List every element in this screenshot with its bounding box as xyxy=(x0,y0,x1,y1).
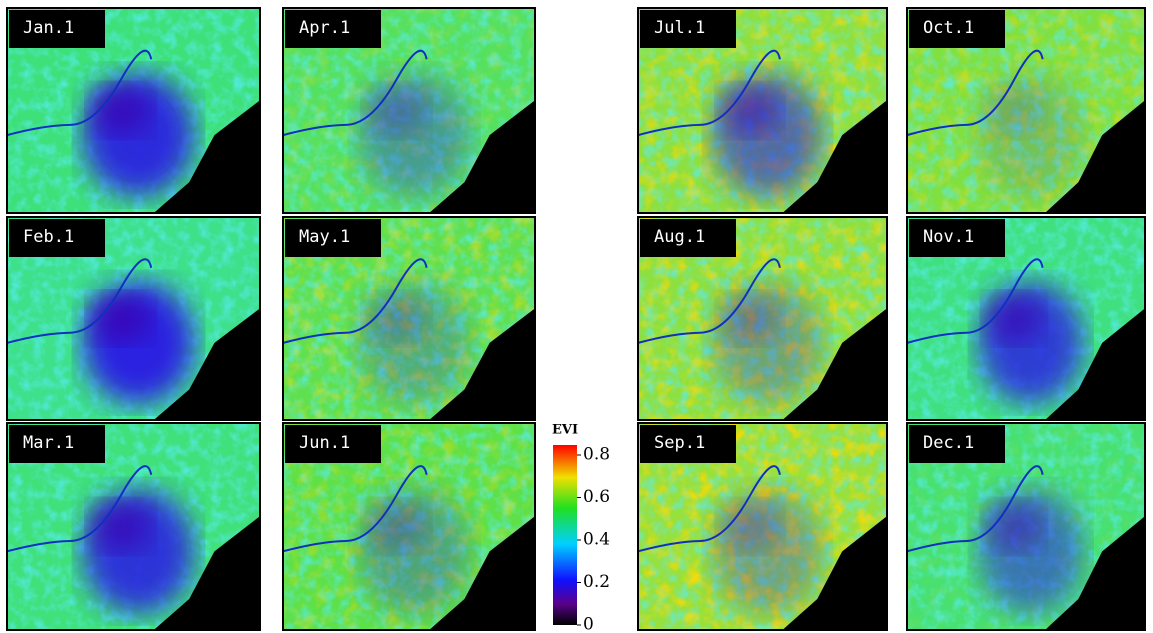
colorbar-tick-label: 0.6 xyxy=(583,487,610,507)
map-frame xyxy=(6,7,261,214)
map-lowland xyxy=(90,294,152,343)
panel-label: Feb.1 xyxy=(23,227,74,247)
map-frame xyxy=(906,7,1146,214)
label-box xyxy=(285,10,381,48)
label-box xyxy=(9,425,105,463)
label-box xyxy=(640,10,736,48)
label-box xyxy=(909,425,1005,463)
colorbar-tick-label: 0 xyxy=(583,615,594,633)
label-box xyxy=(285,219,381,257)
map-river xyxy=(907,49,1044,137)
panel-label: Aug.1 xyxy=(654,227,705,247)
map-river xyxy=(7,465,153,553)
label-box xyxy=(640,425,736,463)
map-sea xyxy=(1045,308,1145,420)
map-panel: Jan.1 xyxy=(6,7,261,214)
map-lowland xyxy=(366,294,427,343)
map-frame xyxy=(637,216,888,421)
map-sea xyxy=(153,100,260,213)
map-panel: May.1 xyxy=(282,216,536,421)
map-sea xyxy=(1045,516,1145,630)
panels: Jan.1 Feb.1 Mar.1 Apr.1 May.1 Jun.1 Jul.1 Aug.1… xyxy=(6,7,1146,631)
map-lowland xyxy=(985,294,1043,343)
map-panel: Sep.1 xyxy=(637,422,888,631)
map-frame xyxy=(906,216,1146,421)
panel-label: Sep.1 xyxy=(654,433,705,453)
colorbar-gradient xyxy=(553,445,577,625)
label-box xyxy=(909,10,1005,48)
map-panel: Mar.1 xyxy=(6,422,261,631)
map-sea xyxy=(782,516,887,630)
colorbar: EVI 0 0.2 0.4 0.6 0.8 xyxy=(552,423,610,633)
map-frame xyxy=(282,216,536,421)
label-box xyxy=(9,219,105,257)
map-lowland xyxy=(720,294,780,343)
map-lowland xyxy=(366,85,427,136)
panel-label: May.1 xyxy=(299,227,350,247)
colorbar-tick-label: 0.4 xyxy=(583,530,610,550)
map-lowland xyxy=(985,501,1043,552)
map-image xyxy=(638,217,887,420)
map-lowland xyxy=(985,85,1043,136)
map-image xyxy=(283,423,535,630)
panel-label: Jun.1 xyxy=(299,433,350,453)
map-frame xyxy=(906,422,1146,631)
map-lowland xyxy=(720,501,780,552)
map-panel: Dec.1 xyxy=(906,422,1146,631)
map-frame xyxy=(637,7,888,214)
map-panel: Nov.1 xyxy=(906,216,1146,421)
map-frame xyxy=(6,216,261,421)
map-panel: Jul.1 xyxy=(637,7,888,214)
map-sea xyxy=(429,516,535,630)
map-lowland xyxy=(90,85,152,136)
colorbar-title: EVI xyxy=(552,423,578,438)
label-box xyxy=(909,219,1005,257)
map-river xyxy=(638,465,781,553)
map-panel: Feb.1 xyxy=(6,216,261,421)
label-box xyxy=(9,10,105,48)
colorbar-tick-label: 0.8 xyxy=(583,445,610,465)
panel-label: Apr.1 xyxy=(299,18,350,38)
panel-label: Oct.1 xyxy=(923,18,974,38)
map-frame xyxy=(6,422,261,631)
map-sea xyxy=(429,308,535,420)
map-panel: Oct.1 xyxy=(906,7,1146,214)
map-river xyxy=(907,258,1044,344)
label-box xyxy=(640,219,736,257)
map-river xyxy=(7,258,153,344)
map-river xyxy=(638,258,781,344)
map-river xyxy=(7,49,153,137)
panel-label: Jan.1 xyxy=(23,18,74,38)
map-sea xyxy=(782,308,887,420)
map-frame xyxy=(282,7,536,214)
map-lowland xyxy=(366,501,427,552)
panel-label: Jul.1 xyxy=(654,18,705,38)
label-box xyxy=(285,425,381,463)
panel-label: Mar.1 xyxy=(23,433,74,453)
map-sea xyxy=(429,100,535,213)
map-river xyxy=(907,465,1044,553)
map-panel: Apr.1 xyxy=(282,7,536,214)
map-lowland xyxy=(90,501,152,552)
map-sea xyxy=(1045,100,1145,213)
map-lowland xyxy=(720,85,780,136)
map-frame xyxy=(637,422,888,631)
map-sea xyxy=(153,516,260,630)
colorbar-tick-label: 0.2 xyxy=(583,572,610,592)
map-frame xyxy=(282,422,536,631)
map-river xyxy=(283,465,428,553)
map-sea xyxy=(782,100,887,213)
panel-label: Nov.1 xyxy=(923,227,974,247)
map-river xyxy=(283,258,428,344)
map-panel: Aug.1 xyxy=(637,216,888,421)
panel-label: Dec.1 xyxy=(923,433,974,453)
map-river xyxy=(283,49,428,137)
map-panel: Jun.1 xyxy=(282,422,536,631)
map-sea xyxy=(153,308,260,420)
map-river xyxy=(638,49,781,137)
